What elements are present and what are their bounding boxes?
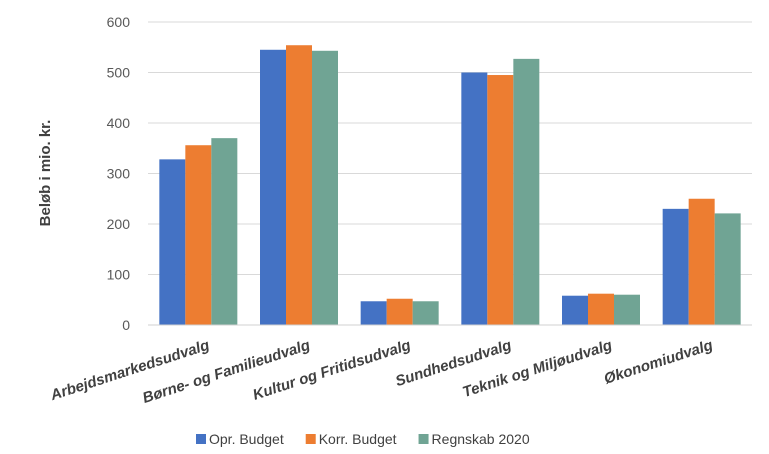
bar-korr-budget-6: [688, 198, 715, 325]
y-axis-label: Beløb i mio. kr.: [37, 120, 54, 227]
legend-swatch: [196, 434, 206, 444]
legend: Opr. Budget Korr. Budget Regnskab 2020: [196, 431, 530, 447]
y-tick-label: 500: [107, 65, 131, 81]
legend-label: Opr. Budget: [209, 431, 284, 447]
y-tick-label: 300: [107, 166, 131, 182]
legend-label: Korr. Budget: [319, 431, 397, 447]
bar-regnskab-2020-6: [714, 213, 741, 325]
bar-korr-budget-5: [588, 293, 614, 325]
bar-korr-budget-2: [286, 45, 312, 325]
bar-regnskab-2020-4: [513, 58, 540, 326]
bar-regnskab-2020-1: [211, 138, 238, 325]
bars: [159, 45, 741, 326]
y-tick-label: 200: [107, 216, 131, 232]
bar-opr-budget-2: [260, 49, 286, 326]
gridlines: [148, 21, 752, 275]
x-category-label: Børne- og Familieudvalg: [141, 337, 313, 407]
bar-regnskab-2020-2: [312, 50, 338, 325]
bar-korr-budget-1: [185, 145, 212, 325]
x-category-label: Økonomiudvalg: [602, 337, 715, 388]
bar-opr-budget-1: [159, 159, 186, 325]
y-tick-label: 100: [107, 267, 131, 283]
bar-regnskab-2020-5: [614, 294, 640, 325]
y-tick-label: 600: [107, 14, 131, 30]
y-tick-label: 0: [122, 317, 130, 333]
bar-opr-budget-6: [662, 208, 689, 325]
bar-opr-budget-3: [360, 301, 387, 325]
legend-swatch: [305, 434, 316, 444]
x-category-label: Arbejdsmarkedsudvalg: [48, 337, 212, 405]
bar-korr-budget-3: [386, 298, 413, 325]
bar-opr-budget-5: [562, 295, 588, 325]
y-axis-ticks: 0 100 200 300 400 500 600: [107, 14, 131, 333]
bar-regnskab-2020-3: [412, 301, 439, 325]
legend-label: Regnskab 2020: [432, 431, 530, 447]
bar-opr-budget-4: [461, 72, 488, 325]
legend-swatch: [418, 434, 429, 444]
bar-korr-budget-4: [487, 75, 514, 326]
y-tick-label: 400: [107, 115, 131, 131]
